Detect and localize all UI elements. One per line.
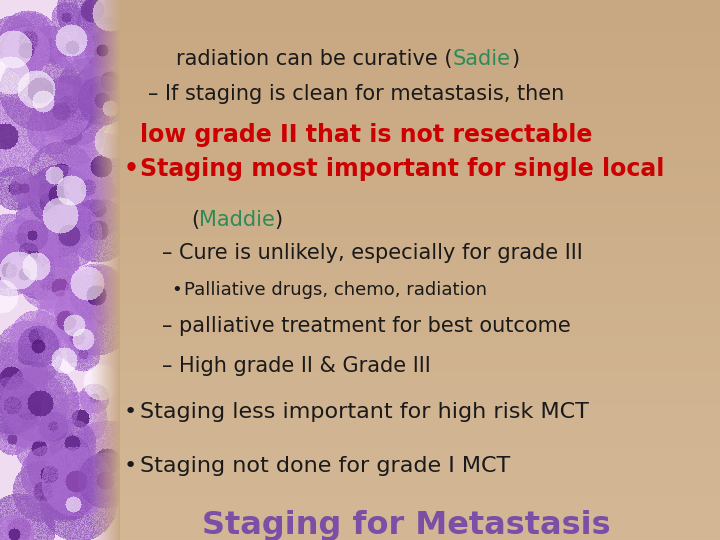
- Text: – Cure is unlikely, especially for grade III: – Cure is unlikely, especially for grade…: [162, 243, 582, 263]
- Text: •: •: [124, 402, 137, 422]
- Text: Staging less important for high risk MCT: Staging less important for high risk MCT: [140, 402, 589, 422]
- Text: Sadie: Sadie: [453, 49, 511, 69]
- Text: Staging most important for single local: Staging most important for single local: [140, 157, 665, 180]
- Text: – palliative treatment for best outcome: – palliative treatment for best outcome: [162, 316, 571, 336]
- Text: Maddie: Maddie: [199, 210, 275, 230]
- Text: – If staging is clean for metastasis, then: – If staging is clean for metastasis, th…: [148, 84, 564, 104]
- Text: ): ): [275, 210, 283, 230]
- Text: Staging not done for grade I MCT: Staging not done for grade I MCT: [140, 456, 510, 476]
- Text: Palliative drugs, chemo, radiation: Palliative drugs, chemo, radiation: [184, 281, 487, 299]
- Text: (: (: [191, 210, 199, 230]
- Text: •: •: [124, 456, 137, 476]
- Text: radiation can be curative (: radiation can be curative (: [176, 49, 453, 69]
- Text: – High grade II & Grade III: – High grade II & Grade III: [162, 356, 431, 376]
- Text: low grade II that is not resectable: low grade II that is not resectable: [140, 123, 593, 147]
- Text: ): ): [511, 49, 519, 69]
- Text: Staging for Metastasis: Staging for Metastasis: [202, 510, 611, 540]
- Text: •: •: [124, 157, 139, 180]
- Text: •: •: [171, 281, 182, 299]
